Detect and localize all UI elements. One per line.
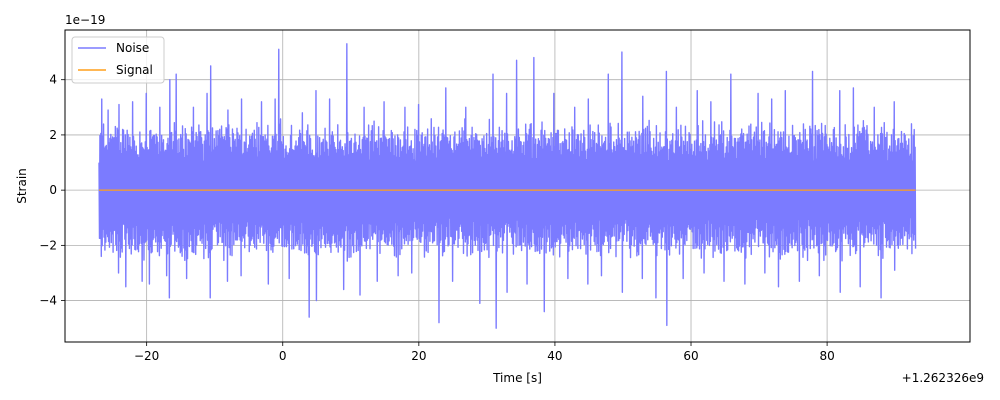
plot-frame [64, 29, 971, 343]
y-tick-label: 4 [49, 73, 57, 87]
y-exponent-label: 1e−19 [65, 13, 105, 27]
y-tick-label: 2 [49, 128, 57, 142]
series-layer [98, 43, 917, 329]
y-axis: −4 −2 0 2 4 [39, 73, 65, 308]
x-tick-label: −20 [134, 349, 159, 363]
x-tick-label: 40 [547, 349, 562, 363]
series-noise-line [98, 43, 917, 329]
x-tick-label: 80 [819, 349, 834, 363]
legend-noise-label: Noise [116, 41, 149, 55]
x-tick-label: 0 [279, 349, 287, 363]
y-tick-label: −2 [39, 238, 57, 252]
x-axis: −20 0 20 40 60 80 [134, 342, 835, 363]
legend: Noise Signal [71, 36, 165, 84]
y-tick-label: −4 [39, 294, 57, 308]
x-axis-label: Time [s] [492, 371, 542, 385]
y-tick-label: 0 [49, 183, 57, 197]
legend-signal-label: Signal [116, 63, 153, 77]
y-axis-label: Strain [15, 168, 29, 204]
x-tick-label: 60 [683, 349, 698, 363]
x-tick-label: 20 [411, 349, 426, 363]
x-offset-label: +1.262326e9 [902, 371, 984, 385]
